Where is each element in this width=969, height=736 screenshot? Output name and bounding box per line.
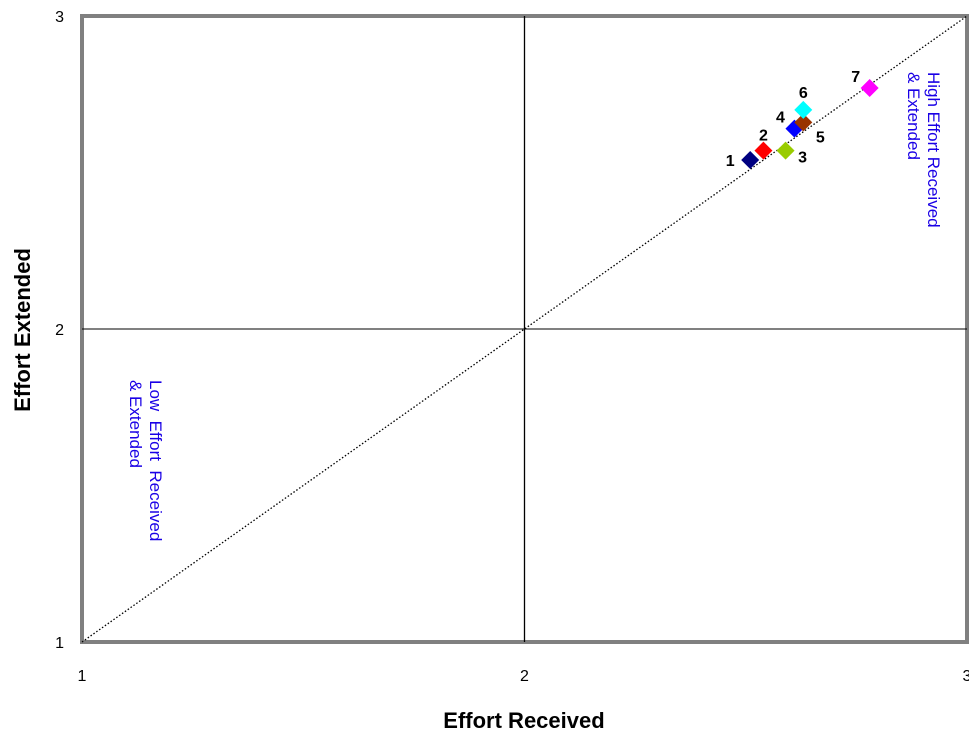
data-point-3 <box>776 141 795 160</box>
x-tick-label: 2 <box>520 668 529 685</box>
tick-labels: 1 2 3 1 2 3 <box>55 9 969 685</box>
y-tick-label: 1 <box>55 635 64 652</box>
annotation-high: High Effort Received& Extended <box>904 72 943 228</box>
x-tick-label: 3 <box>963 668 969 685</box>
point-label-5: 5 <box>816 129 825 146</box>
x-axis-title: Effort Received <box>443 708 604 733</box>
y-axis-title: Effort Extended <box>10 248 35 412</box>
reference-lines <box>81 15 968 643</box>
point-label-4: 4 <box>776 110 785 127</box>
y-tick-label: 3 <box>55 9 64 26</box>
data-point-6 <box>794 100 813 119</box>
point-label-7: 7 <box>851 69 860 86</box>
point-labels: 1 2 3 4 5 6 7 <box>726 69 860 170</box>
data-point-1 <box>741 150 760 169</box>
point-label-6: 6 <box>799 85 808 102</box>
point-label-1: 1 <box>726 153 735 170</box>
y-tick-label: 2 <box>55 322 64 339</box>
data-point-2 <box>754 141 773 160</box>
point-label-3: 3 <box>798 150 807 167</box>
annotation-line: & Extended <box>904 72 923 160</box>
diagonal-reference-line <box>81 15 968 643</box>
point-label-2: 2 <box>759 128 768 145</box>
data-point-7 <box>860 78 879 97</box>
x-tick-label: 1 <box>78 668 87 685</box>
annotation-low: Low Effort Received& Extended <box>126 380 165 541</box>
data-point-5 <box>794 113 813 132</box>
annotation-line: & Extended <box>126 380 145 468</box>
data-points <box>741 78 879 169</box>
annotation-line: High Effort Received <box>924 72 943 228</box>
annotation-line: Low Effort Received <box>146 380 165 541</box>
